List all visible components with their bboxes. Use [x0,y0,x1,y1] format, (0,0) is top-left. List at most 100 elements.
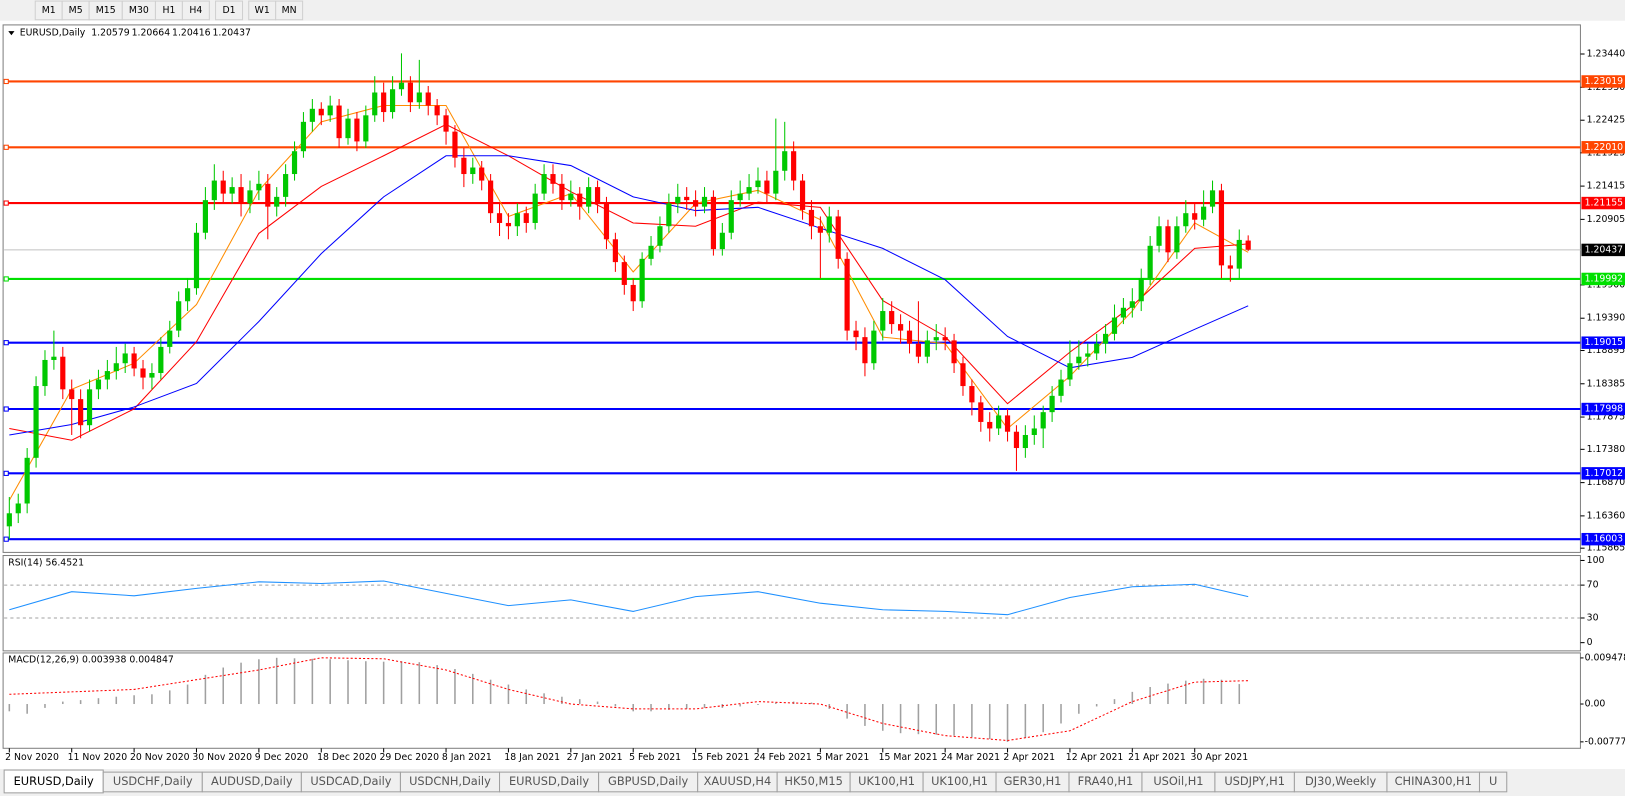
candle-body [363,115,369,142]
candle-body [684,196,690,201]
period-label[interactable]: M15 [96,5,116,16]
tab-label[interactable]: USDCAD,Daily [310,774,391,788]
toolbar [0,0,1625,21]
y-tick-label: 1.17875 [1587,412,1625,423]
candle-body [202,200,208,233]
period-button[interactable] [215,0,244,21]
candle-body [443,115,449,132]
candle-body [69,389,75,400]
candle-body [452,131,458,158]
candle-body [773,170,779,194]
symbol: EURUSD,Daily [20,28,86,39]
y-tick-label: 1.21415 [1587,181,1625,192]
candle-body [1147,245,1153,279]
tab[interactable] [1478,771,1508,793]
period-label[interactable]: M5 [69,5,83,16]
x-tick-label: 15 Feb 2021 [691,752,749,763]
tab-label[interactable]: U [1489,774,1497,788]
candle-body [60,356,66,390]
candle-body [960,363,966,387]
period-label[interactable]: M30 [129,5,149,16]
candle-body [488,180,494,214]
level-box [1581,336,1625,349]
candle-body [817,226,823,233]
candle-body [104,371,110,380]
tab-label[interactable]: HK50,M15 [784,774,842,788]
indicator-title: MACD(12,26,9) 0.003938 0.004847 [8,655,174,666]
candle-body [496,213,503,223]
candle-body [1013,431,1020,449]
tab-label[interactable]: EURUSD,Daily [509,774,589,788]
candle-body [1218,190,1225,266]
tab-label[interactable]: CHINA300,H1 [1395,774,1472,788]
x-tick-label: 11 Nov 2020 [68,752,128,763]
level-handle [3,144,9,150]
tab-label[interactable]: USDCHF,Daily [113,774,193,788]
indicator-title: RSI(14) 56.4521 [8,557,84,568]
candle-body [193,232,200,289]
x-tick-label: 9 Dec 2020 [255,752,309,763]
tab-label[interactable]: UK100,H1 [858,774,915,788]
period-label[interactable]: H4 [189,5,202,16]
candle-body [122,353,128,364]
level-box [1581,196,1625,210]
candle-body [978,402,984,422]
x-tick-label: 18 Dec 2020 [317,752,377,763]
candle-body [211,180,217,201]
x-tick-label: 12 Apr 2021 [1066,752,1124,763]
candle-body [514,213,520,227]
candle-body [86,389,93,426]
candle-body [675,196,681,204]
candle-body [1192,213,1198,220]
tab-label[interactable]: FRA40,H1 [1078,774,1134,788]
candle-body [853,330,859,338]
candle-body [737,193,743,201]
x-tick-label: 29 Dec 2020 [380,752,440,763]
period-label[interactable]: M1 [42,5,56,16]
candle-body [1049,395,1055,413]
rsi-line [9,580,1249,616]
tab-label[interactable]: USDJPY,H1 [1224,774,1285,788]
period-label[interactable]: W1 [255,5,270,16]
tab-label[interactable]: UK100,H1 [931,774,988,788]
y-tick-label: 1.19390 [1587,313,1625,324]
period-button[interactable] [181,0,210,21]
candle-body [389,89,396,113]
tab-label[interactable]: USOil,H1 [1153,774,1203,788]
candle-body [835,216,841,259]
candle-body [594,187,601,204]
candle-body [657,226,663,246]
tab-label[interactable]: XAUUSD,H4 [704,774,772,788]
tab-label[interactable]: USDCNH,Daily [409,774,491,788]
candle-body [666,203,672,227]
tab-label[interactable]: EURUSD,Daily [14,774,94,788]
candle-body [586,187,592,207]
y-tick-label: 30 [1587,612,1599,623]
period-button[interactable] [275,0,304,21]
tab-label[interactable]: GER30,H1 [1004,774,1062,788]
level-handle [3,470,9,476]
signal-line [9,657,1249,742]
y-tick-label: 1.18895 [1587,345,1625,356]
candle-body [1236,239,1242,269]
tab-label[interactable]: AUDUSD,Daily [211,774,293,788]
period-label[interactable]: MN [282,5,297,16]
candle-body [1174,226,1180,253]
candle-body [300,121,307,152]
candle-body [95,379,102,390]
period-label[interactable]: D1 [222,5,235,16]
x-tick-label: 8 Jan 2021 [442,752,492,763]
candle-body [158,346,164,374]
candle-body [630,284,636,302]
candle-body [523,213,529,223]
candle-body [1085,353,1091,357]
level-label: 1.22010 [1585,142,1624,153]
y-tick-label: 0.00 [1585,699,1606,710]
candle-body [1201,206,1207,220]
period-label[interactable]: H1 [162,5,175,16]
candle-body [229,187,235,194]
tab-label[interactable]: DJ30,Weekly [1305,774,1377,788]
candle-body [291,151,298,175]
tab-label[interactable]: GBPUSD,Daily [608,774,688,788]
